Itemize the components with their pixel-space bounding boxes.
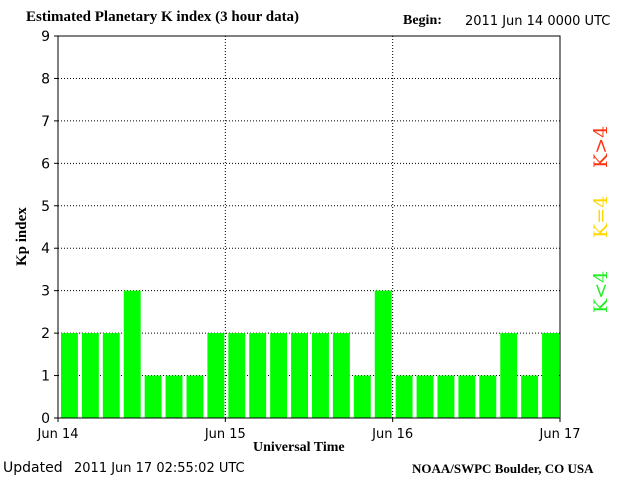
kp-bar bbox=[144, 375, 162, 418]
x-tick-label: Jun 17 bbox=[539, 427, 581, 442]
kp-bar bbox=[332, 333, 350, 418]
kp-bar bbox=[228, 333, 246, 418]
legend-k-equal-4: K=4 bbox=[590, 195, 612, 238]
kp-bar bbox=[437, 375, 455, 418]
kp-bar bbox=[521, 375, 539, 418]
y-tick-label: 3 bbox=[41, 284, 50, 300]
y-tick-label: 9 bbox=[41, 29, 50, 45]
kp-bar bbox=[542, 333, 559, 418]
chart-title: Estimated Planetary K index (3 hour data… bbox=[26, 9, 300, 25]
y-tick-label: 0 bbox=[41, 411, 50, 427]
kp-bar bbox=[207, 333, 225, 418]
kp-bar bbox=[291, 333, 308, 418]
y-tick-label: 4 bbox=[41, 241, 50, 257]
kp-bar bbox=[123, 290, 141, 418]
kp-bar bbox=[81, 333, 99, 418]
y-tick-label: 6 bbox=[41, 156, 50, 172]
kp-bar bbox=[165, 375, 183, 418]
y-tick-label: 2 bbox=[41, 326, 50, 342]
y-axis-label: Kp index bbox=[14, 207, 30, 266]
y-tick-label: 1 bbox=[41, 369, 50, 385]
x-tick-label: Jun 15 bbox=[204, 427, 246, 442]
kp-bar bbox=[270, 333, 288, 418]
credit-text: NOAA/SWPC Boulder, CO USA bbox=[412, 461, 594, 476]
begin-label: Begin: bbox=[403, 13, 442, 28]
y-tick-label: 5 bbox=[41, 199, 50, 215]
kp-bar bbox=[458, 375, 476, 418]
y-tick-label: 7 bbox=[41, 114, 50, 130]
plot-frame bbox=[57, 35, 561, 419]
kp-bar bbox=[395, 375, 413, 418]
kp-bar bbox=[102, 333, 120, 418]
x-tick-label: Jun 14 bbox=[37, 427, 79, 442]
kp-bar bbox=[374, 290, 392, 418]
kp-bar bbox=[353, 375, 371, 418]
kp-bar bbox=[249, 333, 267, 418]
legend-k-less-4: K<4 bbox=[590, 270, 612, 313]
kp-bar bbox=[61, 333, 78, 418]
begin-value: 2011 Jun 14 0000 UTC bbox=[465, 14, 611, 29]
kp-bar bbox=[500, 333, 518, 418]
updated-value: 2011 Jun 17 02:55:02 UTC bbox=[74, 461, 245, 476]
kp-bar bbox=[186, 375, 204, 418]
x-tick-label: Jun 16 bbox=[371, 427, 413, 442]
x-axis-label: Universal Time bbox=[253, 440, 345, 455]
y-tick-label: 8 bbox=[41, 71, 50, 87]
kp-bar bbox=[312, 333, 329, 418]
kp-bar bbox=[416, 375, 434, 418]
updated-label: Updated bbox=[3, 460, 63, 476]
kp-bar bbox=[479, 375, 497, 418]
legend-k-greater-4: K>4 bbox=[590, 125, 612, 168]
